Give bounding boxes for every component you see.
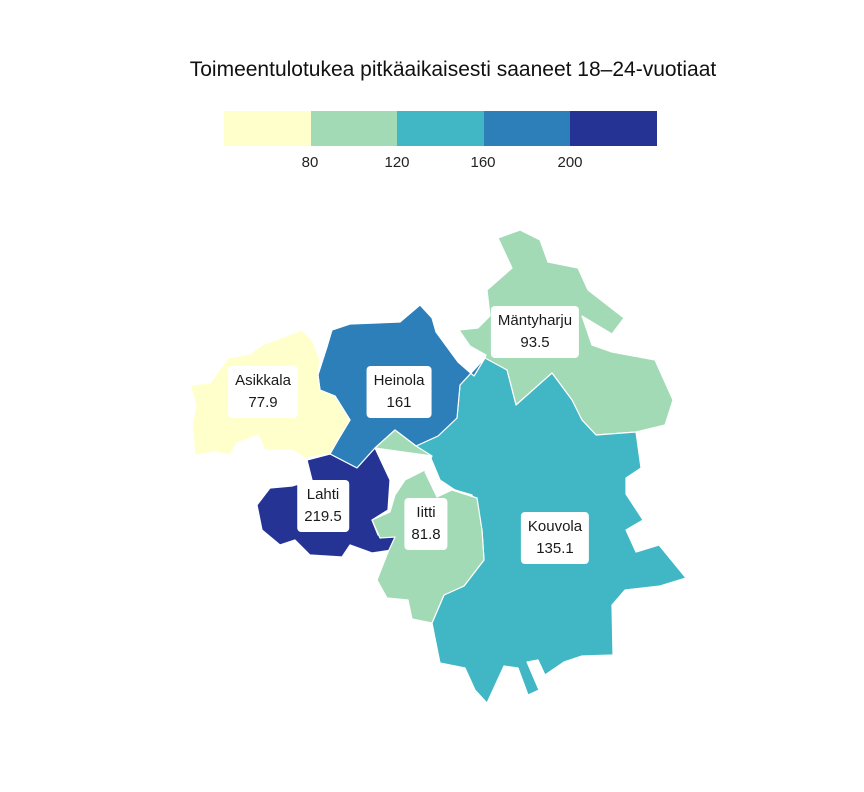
label-mantyharju-value: 93.5 <box>520 334 550 351</box>
legend-tick-160: 160 <box>470 154 496 171</box>
label-heinola-name: Heinola <box>373 372 425 389</box>
legend-swatch-160-200 <box>483 111 571 146</box>
legend-swatch-below-80 <box>224 111 311 146</box>
legend-tick-80: 80 <box>301 154 319 171</box>
label-heinola: Heinola 161 <box>366 366 432 418</box>
legend-swatch-above-200 <box>570 111 657 146</box>
label-iitti-name: Iitti <box>416 504 436 521</box>
label-asikkala-value: 77.9 <box>248 394 278 411</box>
label-lahti: Lahti 219.5 <box>297 480 349 532</box>
map-title: Toimeentulotukea pitkäaikaisesti saaneet… <box>189 58 717 81</box>
label-kouvola-name: Kouvola <box>527 518 583 535</box>
color-legend <box>224 111 657 146</box>
label-asikkala: Asikkala 77.9 <box>228 366 298 418</box>
legend-swatch-120-160 <box>397 111 484 146</box>
label-mantyharju: Mäntyharju 93.5 <box>490 306 580 358</box>
label-lahti-name: Lahti <box>306 486 340 503</box>
label-kouvola-value: 135.1 <box>536 540 574 557</box>
label-lahti-value: 219.5 <box>304 508 342 525</box>
legend-tick-200: 200 <box>557 154 583 171</box>
label-mantyharju-name: Mäntyharju <box>497 312 573 329</box>
label-heinola-value: 161 <box>386 394 412 411</box>
label-asikkala-name: Asikkala <box>235 372 291 389</box>
legend-tick-120: 120 <box>384 154 410 171</box>
legend-swatch-80-120 <box>310 111 398 146</box>
label-iitti-value: 81.8 <box>411 526 441 543</box>
label-iitti: Iitti 81.8 <box>404 498 448 550</box>
label-kouvola: Kouvola 135.1 <box>520 512 590 564</box>
